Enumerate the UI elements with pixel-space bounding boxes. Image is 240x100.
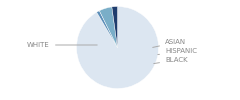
Wedge shape [77, 6, 158, 88]
Text: HISPANIC: HISPANIC [158, 48, 197, 55]
Wedge shape [97, 11, 118, 48]
Wedge shape [112, 6, 118, 48]
Wedge shape [99, 7, 118, 47]
Text: BLACK: BLACK [154, 57, 188, 64]
Text: WHITE: WHITE [27, 42, 97, 48]
Text: ASIAN: ASIAN [153, 40, 186, 47]
